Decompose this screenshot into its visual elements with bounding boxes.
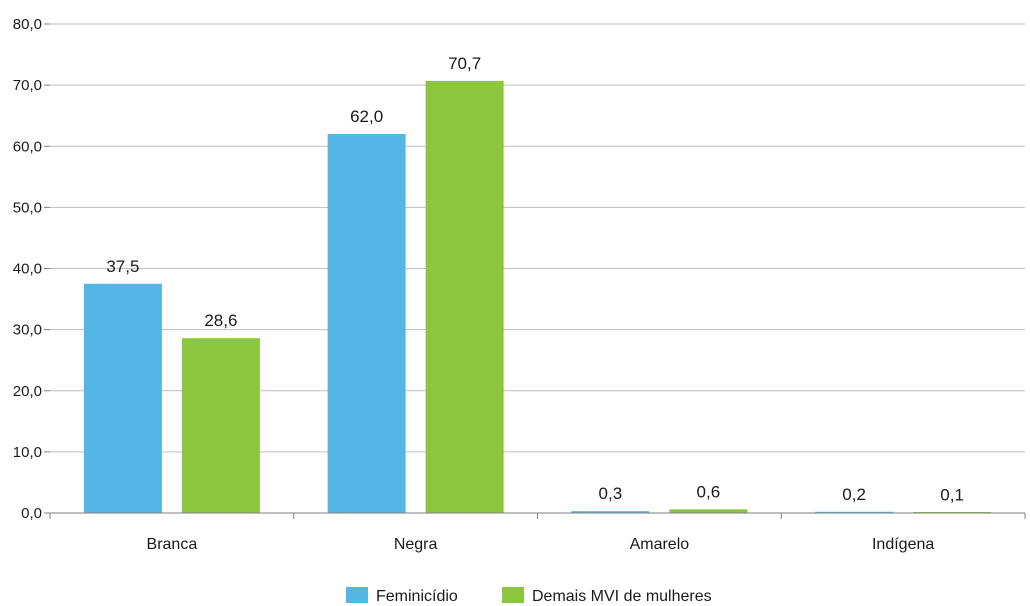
- legend-swatch: [346, 587, 368, 603]
- y-tick-label: 10,0: [13, 444, 42, 461]
- x-category-label: Branca: [147, 536, 198, 553]
- y-tick-label: 20,0: [13, 383, 42, 400]
- data-label: 37,5: [106, 257, 139, 276]
- data-label: 0,1: [940, 485, 964, 504]
- y-axis-ticks: 0,0 10,0 20,0 30,0 40,0 50,0 60,0 70,0 80,0: [13, 16, 50, 522]
- legend-label: Demais MVI de mulheres: [532, 588, 712, 605]
- data-label: 0,3: [599, 484, 623, 503]
- y-tick-label: 80,0: [13, 16, 42, 33]
- y-tick-label: 40,0: [13, 261, 42, 278]
- bar: [83, 283, 162, 513]
- y-tick-label: 30,0: [13, 322, 42, 339]
- data-label: 62,0: [350, 107, 383, 126]
- x-category-label: Negra: [394, 536, 438, 553]
- x-category-label: Indígena: [872, 536, 934, 553]
- data-label: 28,6: [204, 311, 237, 330]
- bars: [83, 80, 992, 513]
- bar: [669, 509, 748, 513]
- bar: [181, 338, 260, 513]
- legend: Feminicídio Demais MVI de mulheres: [346, 587, 712, 605]
- legend-swatch: [502, 587, 524, 603]
- y-tick-label: 70,0: [13, 77, 42, 94]
- x-axis: Branca Negra Amarelo Indígena: [49, 512, 1026, 553]
- bar: [571, 511, 650, 513]
- y-tick-label: 50,0: [13, 199, 42, 216]
- bar: [425, 80, 504, 513]
- legend-label: Feminicídio: [376, 588, 458, 605]
- y-tick-label: 60,0: [13, 138, 42, 155]
- data-label: 0,2: [842, 485, 866, 504]
- x-category-label: Amarelo: [630, 536, 690, 553]
- y-tick-label: 0,0: [21, 505, 42, 522]
- bar: [815, 511, 894, 513]
- data-labels: 37,5 28,6 62,0 70,7 0,3 0,6 0,2 0,1: [106, 54, 964, 505]
- bar: [327, 134, 406, 513]
- data-label: 70,7: [448, 54, 481, 73]
- data-label: 0,6: [697, 482, 721, 501]
